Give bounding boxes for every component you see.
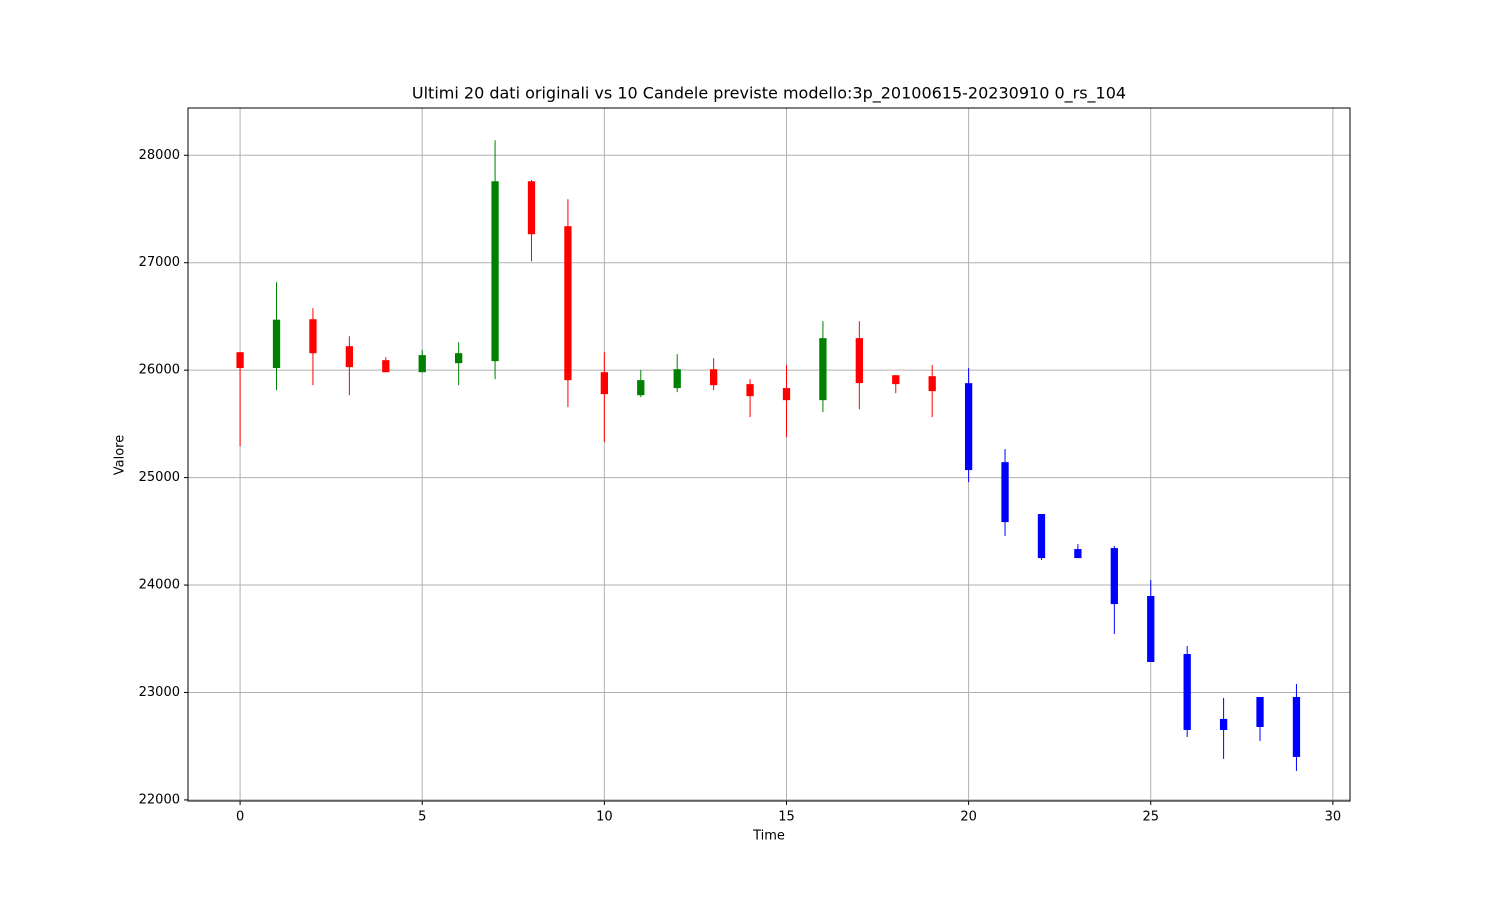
y-tick-label: 24000 (139, 578, 180, 593)
candle-body (892, 375, 900, 385)
candle-body (345, 346, 354, 368)
y-tick-label: 25000 (139, 470, 180, 485)
candle-body (1219, 718, 1228, 730)
candle-body (637, 380, 645, 396)
x-axis-label: Time (752, 829, 785, 844)
candle-body (1147, 596, 1155, 662)
candle-body (236, 352, 244, 369)
x-tick-label: 25 (1142, 810, 1159, 825)
candle-body (309, 319, 317, 354)
candle-body (746, 384, 754, 397)
candle-body (527, 181, 536, 235)
plot-frame (187, 107, 1351, 802)
y-tick-label: 23000 (139, 685, 180, 700)
x-tick-label: 0 (236, 810, 244, 825)
x-tick-label: 10 (596, 810, 613, 825)
candle-body (1292, 696, 1301, 757)
candle-body (819, 338, 827, 401)
candle-body (382, 360, 390, 373)
y-axis-label: Valore (113, 435, 128, 475)
candle-body (1074, 549, 1082, 559)
chart-title: Ultimi 20 dati originali vs 10 Candele p… (412, 84, 1126, 104)
candle-body (928, 376, 936, 392)
y-tick-label: 27000 (139, 255, 180, 270)
x-tick-label: 30 (1325, 810, 1342, 825)
y-tick-label: 28000 (139, 148, 180, 163)
candle-body (964, 383, 973, 471)
x-tick-label: 20 (960, 810, 977, 825)
candle-body (1110, 548, 1118, 605)
candle-body (600, 372, 608, 395)
candle-body (272, 319, 281, 369)
candle-body (491, 181, 499, 362)
candle-body (564, 226, 572, 381)
x-tick-label: 5 (418, 810, 426, 825)
candle-body (782, 388, 791, 401)
candle-body (418, 355, 426, 373)
x-tick-label: 15 (778, 810, 795, 825)
candle-body (1183, 654, 1191, 730)
candle-body (1001, 462, 1009, 523)
candle-body (1256, 696, 1264, 727)
candle-body (709, 369, 718, 386)
y-tick-label: 26000 (139, 363, 180, 378)
candle-body (1037, 514, 1046, 559)
y-tick-label: 22000 (139, 792, 180, 807)
candle-body (673, 369, 681, 389)
candle-body (455, 353, 463, 364)
candle-body (855, 338, 863, 384)
